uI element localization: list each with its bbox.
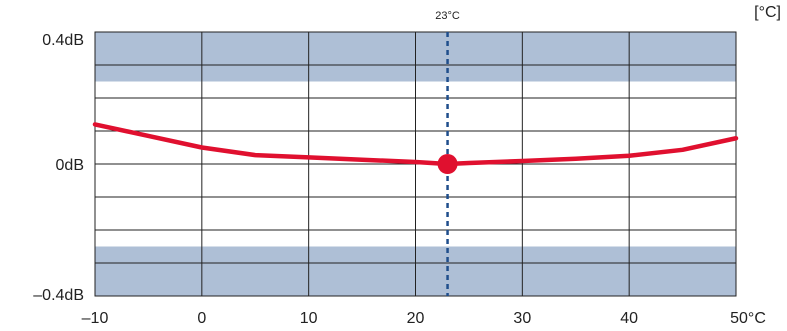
x-tick-label-1: 0 bbox=[197, 310, 206, 327]
series-line-path bbox=[92, 122, 739, 167]
y-tick-label-1: 0dB bbox=[56, 157, 84, 174]
y-tick-labels: 0.4dB 0dB –0.4dB bbox=[33, 32, 84, 304]
gridlines bbox=[95, 32, 736, 296]
series-line bbox=[92, 122, 739, 174]
plot-frame bbox=[94, 31, 737, 297]
x-tick-label-5: 40 bbox=[620, 310, 638, 327]
x-tick-label-2: 10 bbox=[300, 310, 318, 327]
reference-line-label: 23°C bbox=[435, 10, 460, 22]
x-tick-label-0: –10 bbox=[82, 310, 109, 327]
unit-label: [°C] bbox=[754, 4, 781, 21]
x-tick-label-3: 20 bbox=[407, 310, 425, 327]
x-tick-labels: –10 0 10 20 30 40 50°C bbox=[82, 310, 766, 327]
x-tick-label-4: 30 bbox=[513, 310, 531, 327]
y-tick-label-0: 0.4dB bbox=[42, 32, 84, 49]
reference-line: 23°C bbox=[435, 10, 460, 296]
y-tick-label-2: –0.4dB bbox=[33, 287, 84, 304]
highlight-point bbox=[437, 154, 458, 174]
x-tick-label-6: 50°C bbox=[730, 310, 766, 327]
